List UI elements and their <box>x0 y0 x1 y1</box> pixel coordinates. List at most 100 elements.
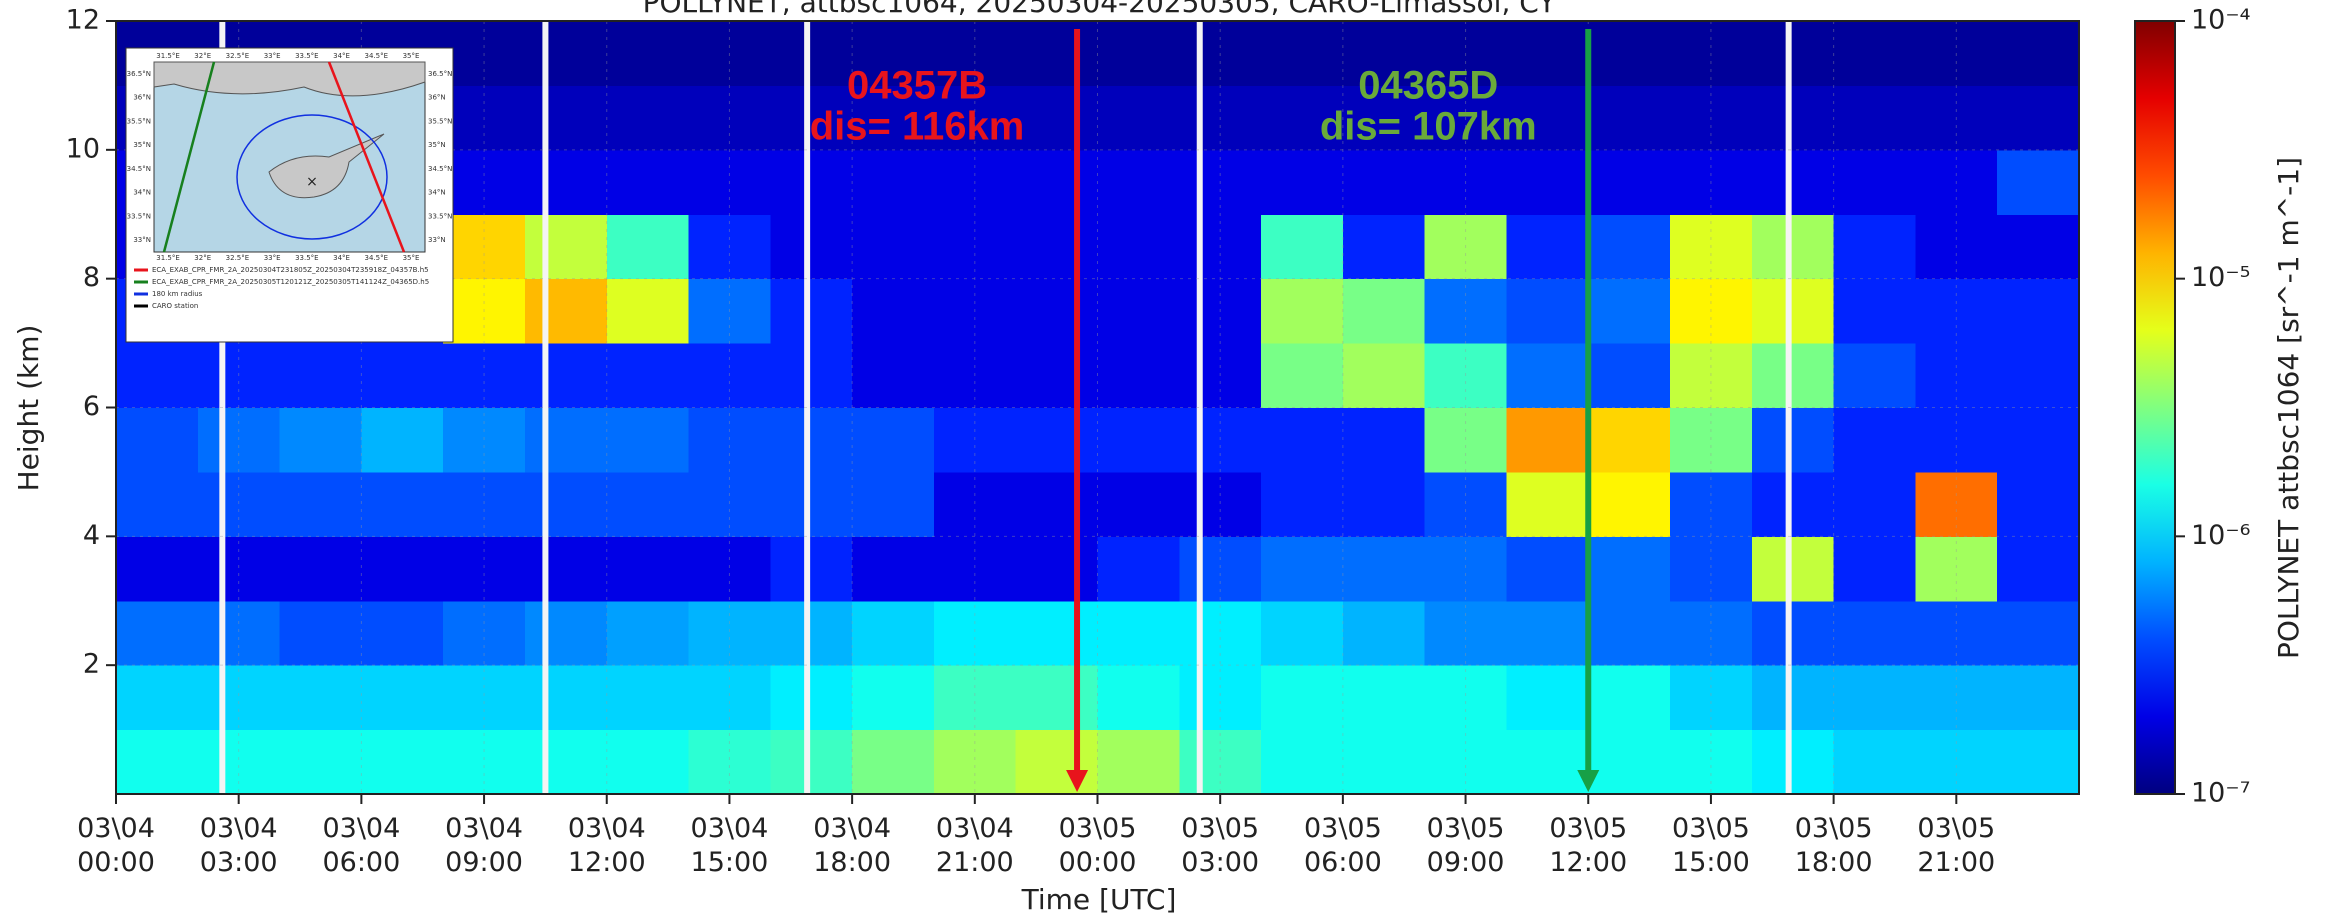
x-tick-label: 03\0506:00 <box>1304 813 1382 878</box>
heat-cell <box>770 730 852 795</box>
overpass-distance: dis= 116km <box>810 105 1025 149</box>
map-lat-label: 35.5°N <box>428 117 452 125</box>
map-lon-label: 32.5°E <box>226 52 250 60</box>
map-lat-label: 35°N <box>428 141 446 149</box>
heat-cell <box>1588 279 1670 344</box>
heat-cell <box>525 150 607 215</box>
heat-cell <box>1098 730 1180 795</box>
heat-cell <box>1261 214 1343 279</box>
y-axis-label: Height (km) <box>12 325 45 492</box>
heat-cell <box>1670 730 1752 795</box>
colorbar <box>2135 21 2175 794</box>
heat-cell <box>525 343 607 408</box>
heat-cell <box>770 601 852 666</box>
heat-cell <box>1752 214 1834 279</box>
heat-cell <box>1261 665 1343 730</box>
heat-cell <box>770 214 852 279</box>
heat-cell <box>1261 601 1343 666</box>
map-lat-label: 36°N <box>428 94 446 102</box>
heat-cell <box>1425 730 1507 795</box>
heat-cell <box>852 730 934 795</box>
heat-cell <box>1506 536 1588 601</box>
heat-cell <box>525 85 607 150</box>
legend-label: ECA_EXAB_CPR_FMR_2A_20250305T120121Z_202… <box>152 278 429 286</box>
heat-cell <box>1834 150 1916 215</box>
heat-cell <box>1752 730 1834 795</box>
heat-cell <box>1016 472 1098 537</box>
heat-cell <box>1834 665 1916 730</box>
heat-cell <box>607 408 689 473</box>
heat-cell <box>1834 408 1916 473</box>
heat-cell <box>443 665 525 730</box>
heat-cell <box>1016 601 1098 666</box>
heat-cell <box>280 730 362 795</box>
x-tick-label: 03\0521:00 <box>1917 813 1995 878</box>
heat-cell <box>1261 730 1343 795</box>
heat-cell <box>1261 21 1343 86</box>
heat-cell <box>1016 730 1098 795</box>
heat-cell <box>607 601 689 666</box>
heat-cell <box>1752 665 1834 730</box>
heat-cell <box>1098 408 1180 473</box>
heat-cell <box>1752 21 1834 86</box>
heat-cell <box>607 214 689 279</box>
heat-cell <box>280 343 362 408</box>
heat-cell <box>198 730 280 795</box>
heat-cell <box>1506 665 1588 730</box>
heat-cell <box>607 730 689 795</box>
data-gap <box>542 21 548 794</box>
legend-label: CARO station <box>152 302 198 310</box>
heat-cell <box>1997 343 2079 408</box>
map-lat-label: 36.5°N <box>428 70 452 78</box>
heat-cell <box>1261 536 1343 601</box>
heat-cell <box>1834 472 1916 537</box>
heat-cell <box>934 730 1016 795</box>
heat-cell <box>770 408 852 473</box>
map-lon-label: 35°E <box>403 254 420 262</box>
heat-cell <box>1752 536 1834 601</box>
heat-cell <box>1752 85 1834 150</box>
heat-cell <box>361 601 443 666</box>
heat-cell <box>1016 150 1098 215</box>
map-lon-label: 33°E <box>264 52 281 60</box>
heat-cell <box>1588 343 1670 408</box>
heat-cell <box>1506 343 1588 408</box>
heat-cell <box>852 601 934 666</box>
y-tick-label: 12 <box>66 5 100 36</box>
heat-cell <box>116 730 198 795</box>
heat-cell <box>1261 279 1343 344</box>
map-lon-label: 31.5°E <box>156 52 180 60</box>
heat-cell <box>1506 21 1588 86</box>
colorbar-tick-label: 10⁻⁴ <box>2191 5 2250 36</box>
map-lon-label: 32.5°E <box>226 254 250 262</box>
heat-cell <box>1997 601 2079 666</box>
map-lon-label: 34.5°E <box>365 254 389 262</box>
heat-cell <box>1997 536 2079 601</box>
heat-cell <box>1588 601 1670 666</box>
y-tick-label: 8 <box>83 262 100 293</box>
heat-cell <box>770 536 852 601</box>
heat-cell <box>1343 150 1425 215</box>
heat-cell <box>934 665 1016 730</box>
heat-cell <box>1016 279 1098 344</box>
map-lon-label: 33.5°E <box>295 52 319 60</box>
heat-cell <box>1343 214 1425 279</box>
heat-cell <box>1016 343 1098 408</box>
heat-cell <box>1997 472 2079 537</box>
heat-cell <box>280 536 362 601</box>
chart-title: POLLYNET, attbsc1064, 20250304-20250305,… <box>643 0 1557 19</box>
heat-cell <box>1834 214 1916 279</box>
heat-cell <box>443 730 525 795</box>
heat-cell <box>1343 665 1425 730</box>
heat-cell <box>280 472 362 537</box>
heat-cell <box>770 472 852 537</box>
heat-cell <box>1016 85 1098 150</box>
heat-cell <box>689 665 771 730</box>
heat-cell <box>361 536 443 601</box>
heat-cell <box>852 536 934 601</box>
map-lat-label: 34.5°N <box>127 165 151 173</box>
heat-cell <box>1261 343 1343 408</box>
heat-cell <box>525 214 607 279</box>
heat-cell <box>607 665 689 730</box>
